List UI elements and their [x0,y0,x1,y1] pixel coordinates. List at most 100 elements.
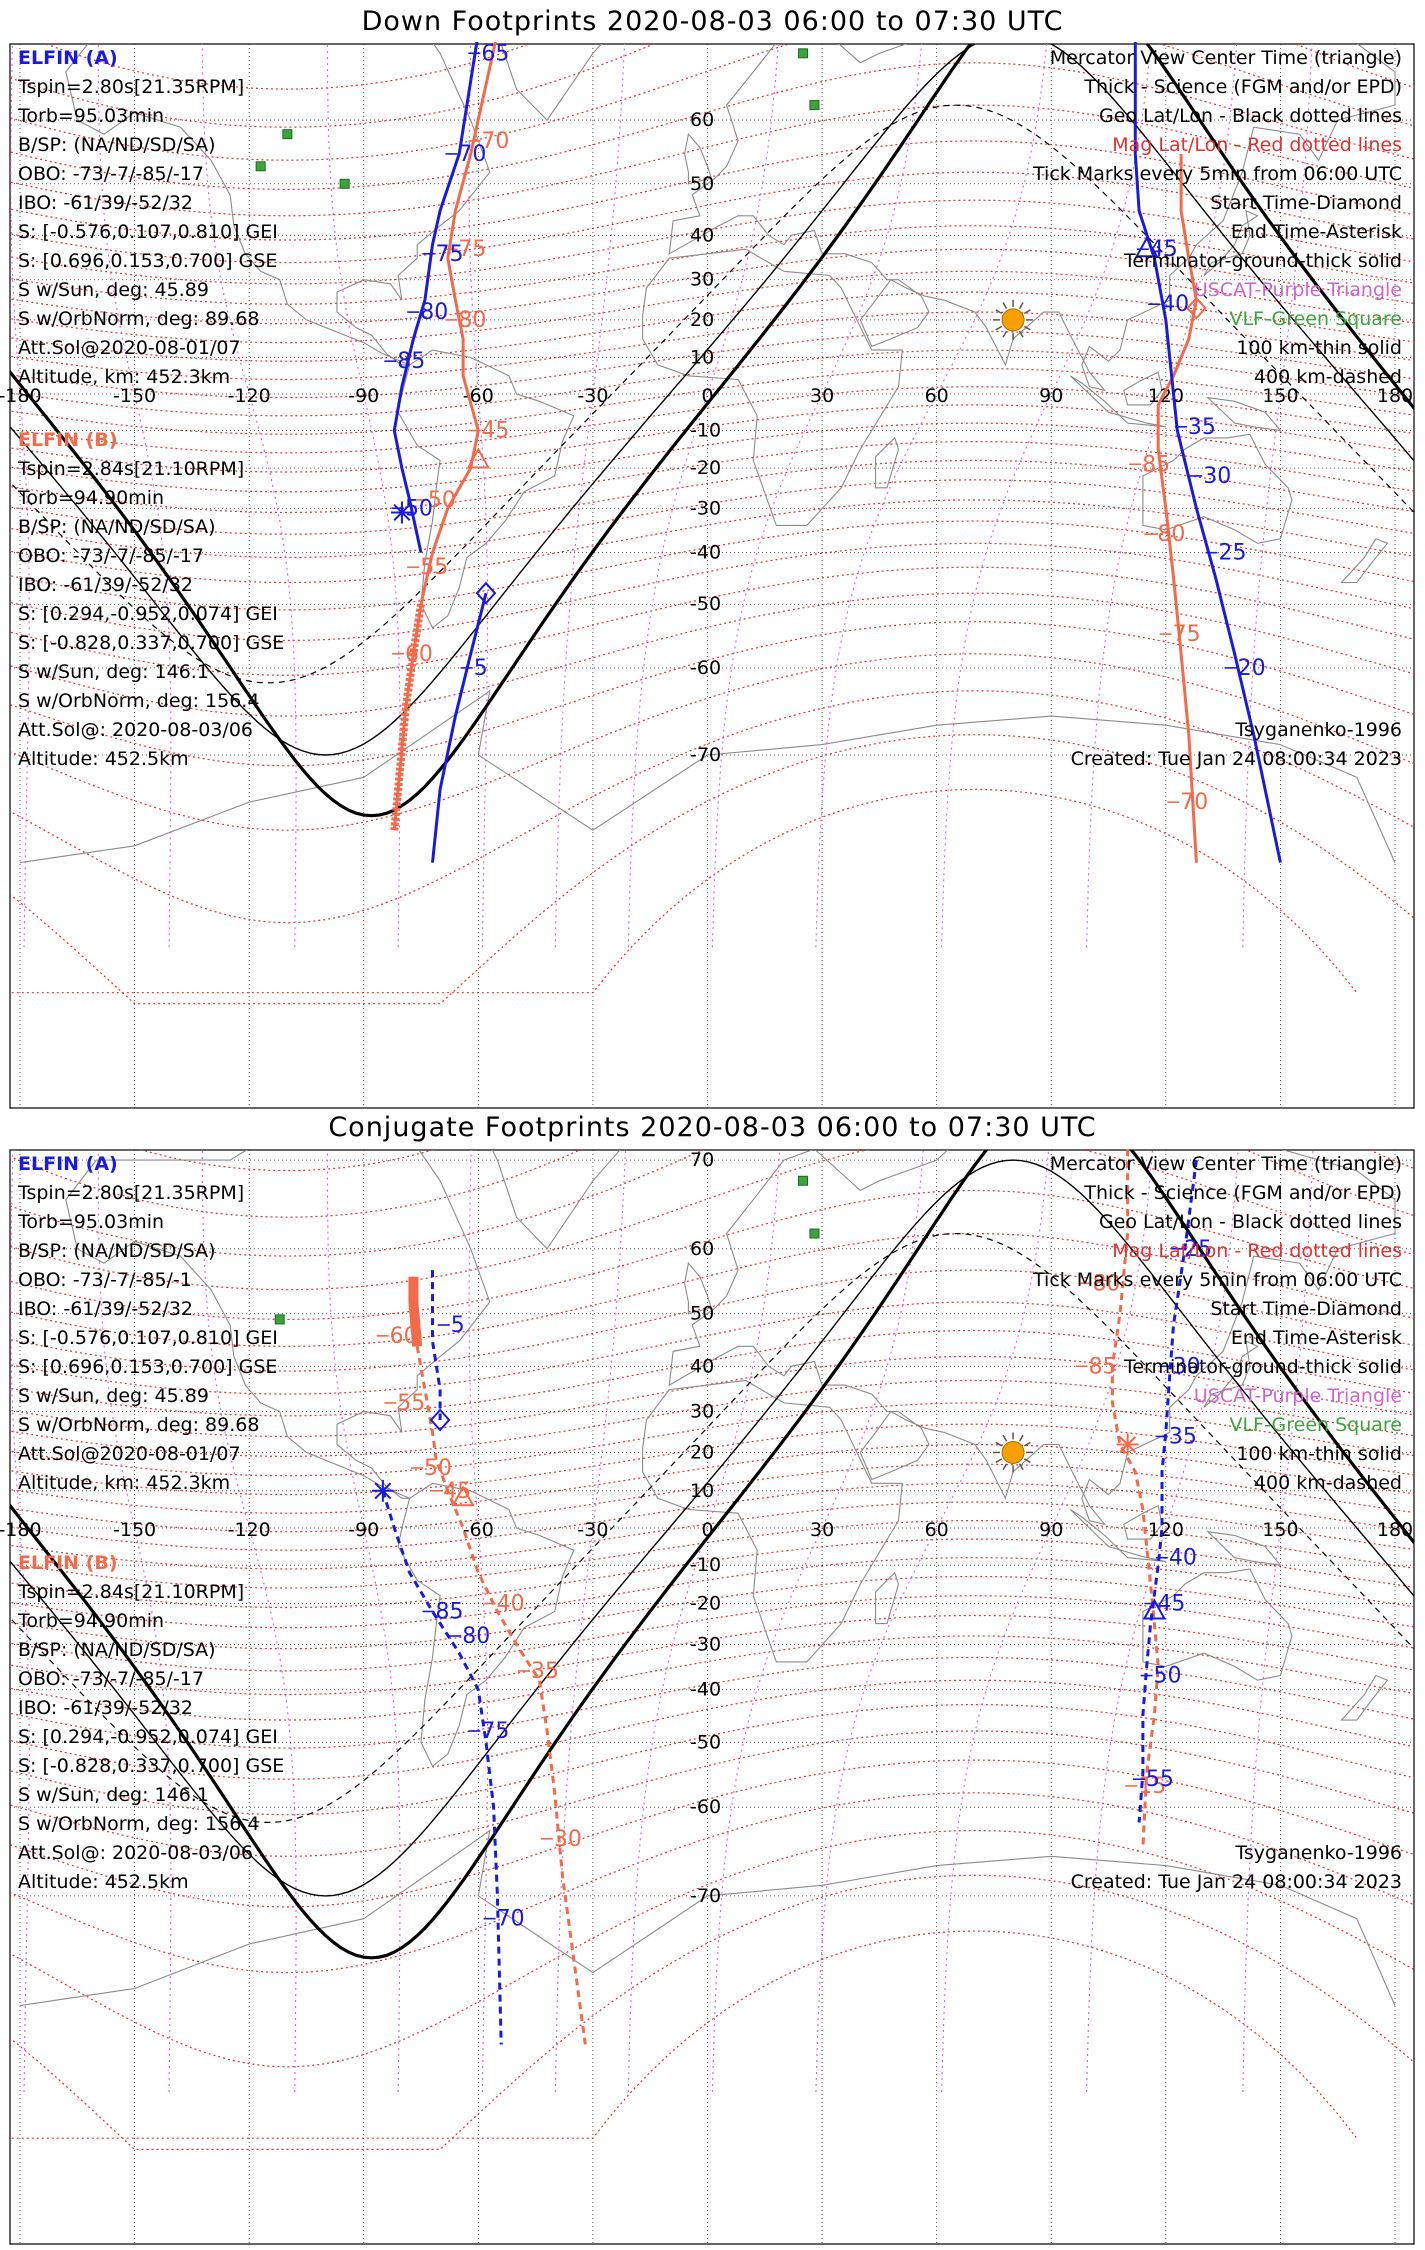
coastline-south-america [397,1482,575,1768]
mag-latitude-line [10,1538,1414,1609]
elfin-a-tick-label: 80 [420,300,448,325]
elfin-a-tick-label: 40 [1169,1546,1197,1571]
elfin-a-info-line: Att.Sol@2020-08-01/07 [18,337,241,359]
mag-latitude-line [10,788,1358,994]
coastline-uk [684,132,713,185]
mag-latitude-line [10,566,1414,676]
elfin-a-start-diamond-icon [475,581,497,605]
longitude-tick-label: 90 [1039,385,1063,407]
elfin-b-tick-label: 60 [390,1324,418,1349]
info-text: ELFIN (A) Tspin=2.80s[21.35RPM] Torb=95.03… [17,1153,1402,1893]
elfin-b-tick-label: 85 [1089,1354,1117,1379]
geographic-grid [10,44,1414,1108]
mag-latitude-line [10,367,1414,435]
mag-latitude-line [10,199,1414,285]
elfin-a-track [381,1490,503,2045]
elfin-b-info-line: Tspin=2.84s[21.10RPM] [17,458,244,480]
mag-latitude-line [10,542,1414,642]
elfin-a-tick-label: 5 [451,1313,465,1338]
map-layers [10,1150,1414,2244]
elfin-a-info-line: S: [0.696,0.153,0.700] GSE [18,250,277,272]
elfin-b-info-line: Att.Sol@: 2020-08-03/06 [18,719,253,741]
elfin-a-tick-label: 70 [497,1907,525,1932]
legend-entry: End Time-Asterisk [1231,1327,1402,1349]
coastline-japan [1203,209,1259,276]
elfin-b-info-line: IBO: -61/39/-52/32 [18,1697,193,1719]
elfin-b-science-segment [408,1276,423,1347]
mag-longitude-line [326,1150,401,2093]
elfin-a-info-line: Torb=95.03min [17,105,164,127]
longitude-tick-label: 60 [925,1519,949,1541]
elfin-b-tracks: 657075804550556085807570 [390,42,1208,863]
latitude-tick-label: 70 [690,1149,714,1171]
elfin-a-info-line: OBO: -73/-7/-85/-17 [18,163,204,185]
vlf-square-icon [809,100,820,111]
mag-latitude-line [10,330,1414,399]
coastline-indonesia [1069,1509,1166,1562]
mag-latitude-line [10,1595,1414,1672]
longitude-tick-label: -120 [228,1519,271,1541]
mag-longitude-line [201,1150,297,2093]
latitude-tick-label: -40 [690,542,721,564]
elfin-b-track [1110,1148,1160,1848]
coastline-greenland [491,1150,621,1250]
latitude-tick-label: 60 [690,1238,714,1260]
latitude-tick-label: -60 [690,657,721,679]
conjugate-footprints-title: Conjugate Footprints 2020-08-03 06:00 to… [328,1112,1097,1143]
elfin-b-tick-label: 45 [481,418,509,443]
legend-entry: 100 km-thin solid [1236,337,1402,359]
elfin-b-science-segment [390,603,425,831]
elfin-a-tick-label: 85 [397,349,425,374]
coastline-africa [642,248,903,526]
elfin-a-info-line: IBO: -61/39/-52/32 [18,192,193,214]
model-label: Tsyganenko-1996 [1234,719,1402,741]
elfin-a-tick-label: 45 [1150,237,1178,262]
legend-entry: Mag Lat/Lon - Red dotted lines [1112,134,1402,156]
mag-latitude-line [10,1150,1414,1291]
elfin-a-tick-label: 65 [481,42,509,66]
elfin-a-name: ELFIN (A) [18,1153,118,1175]
longitude-tick-label: 150 [1262,385,1298,407]
model-label: Tsyganenko-1996 [1234,1842,1402,1864]
latitude-tick-label: -20 [690,457,721,479]
elfin-b-info-line: B/SP: (NA/ND/SD/SA) [18,1639,216,1661]
mag-latitude-line [10,1829,1414,2068]
mag-latitude-line [10,291,1414,362]
elfin-b-track [1156,153,1198,863]
elfin-a-info-line: Torb=95.03min [17,1211,164,1233]
legend-entry: Terminator-ground-thick solid [1123,1356,1402,1378]
elfin-b-tick-label: 80 [458,308,486,333]
elfin-b-name: ELFIN (B) [18,1552,118,1574]
coastlines [19,1150,1396,2007]
elfin-a-info-line: S w/OrbNorm, deg: 89.68 [18,308,259,330]
mag-latitude-line [10,1792,1414,1974]
coastline-north-america [65,1150,491,1499]
elfin-b-tick-label: 65 [508,42,536,46]
longitude-tick-label: 120 [1148,1519,1184,1541]
elfin-a-center-triangle-icon [1142,1598,1167,1620]
mag-latitude-line [10,653,1414,831]
vlf-square-icon [339,178,350,189]
elfin-a-tick-label: 30 [1203,464,1231,489]
map-frame [9,43,1415,1109]
elfin-b-name: ELFIN (B) [18,429,118,451]
terminator-line [10,1233,1414,1823]
mag-latitude-line [10,1656,1414,1749]
mag-latitude-line [10,404,1414,473]
elfin-a-info-line: S w/Sun, deg: 45.89 [18,1385,209,1407]
elfin-a-info-line: OBO: -73/-7/-85/-1 [18,1269,192,1291]
latitude-tick-label: -50 [690,593,721,615]
elfin-a-tick-label: 55 [1146,1767,1174,1792]
latitude-tick-label: -70 [690,1885,721,1907]
mag-latitude-line [10,592,1414,717]
elfin-a-info-line: Att.Sol@2020-08-01/07 [18,1443,241,1465]
legend-entry: 100 km-thin solid [1236,1443,1402,1465]
latitude-tick-label: -10 [690,419,721,441]
ground-stations [274,1175,1034,1473]
latitude-tick-label: -50 [690,1731,721,1753]
down-footprints-map: -180-150-120-90-60-300306090120150180706… [0,42,1415,1109]
elfin-a-tick-label: 75 [436,242,464,267]
longitude-tick-label: -180 [0,1519,42,1541]
legend-entry: Tick Marks every 5min from 06:00 UTC [1032,163,1402,185]
